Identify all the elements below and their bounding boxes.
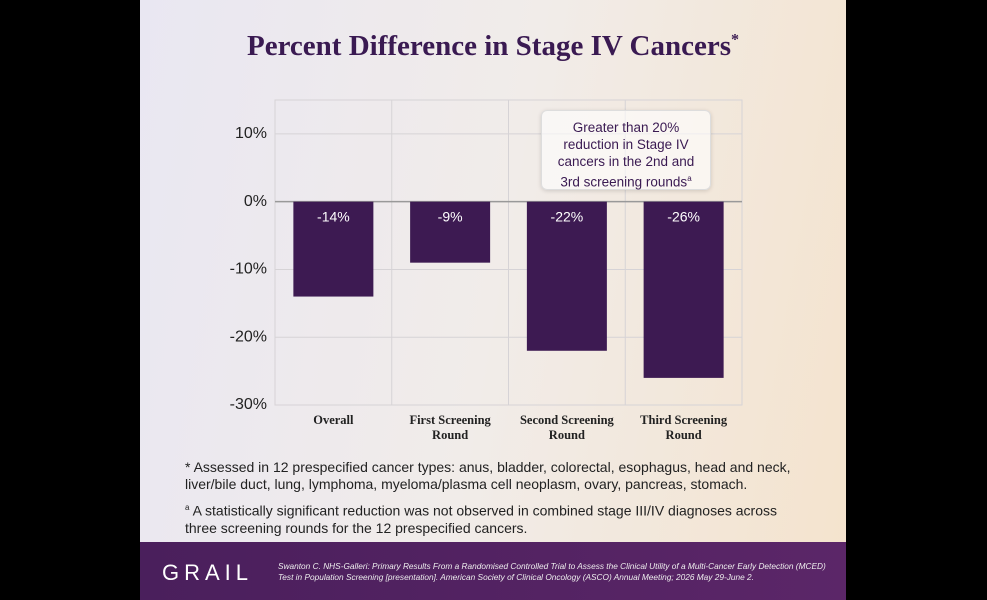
y-tick-label: -20% xyxy=(230,328,267,345)
bar xyxy=(293,201,374,297)
footnote: a A statistically significant reduction … xyxy=(185,499,805,537)
chart-title: Percent Difference in Stage IV Cancers xyxy=(246,30,731,62)
value-label: -26% xyxy=(667,208,700,224)
bar xyxy=(643,201,724,378)
footnote-mark: a xyxy=(185,503,190,512)
title-mark: * xyxy=(731,31,739,49)
y-tick-label: -30% xyxy=(230,396,267,413)
y-tick-label: 0% xyxy=(244,193,267,210)
x-tick-label: First Screening Round xyxy=(409,413,491,442)
value-label: -22% xyxy=(551,208,584,224)
slide: 10% 0% -10% -20% -30% -14% -9% -22% -26% Percent… xyxy=(140,0,846,600)
value-label: -9% xyxy=(438,208,463,224)
annotation: Greater than 20% reduction in Stage IV c… xyxy=(557,120,695,190)
footnote-text: A statistically significant reduction wa… xyxy=(185,502,777,536)
footnote-text: Assessed in 12 prespecified cancer types… xyxy=(185,459,791,492)
annotation-mark: a xyxy=(687,174,692,183)
y-tick-label: 10% xyxy=(235,125,267,142)
footnote-mark: * xyxy=(185,459,191,475)
x-tick-label: Overall xyxy=(313,413,354,427)
footer: GRAIL Swanton C. NHS-Galleri: Primary Re… xyxy=(140,542,846,600)
bar xyxy=(410,201,491,263)
annotation-box: Greater than 20% reduction in Stage IV c… xyxy=(541,110,711,190)
footnote: * Assessed in 12 prespecified cancer typ… xyxy=(185,459,805,493)
logo: GRAIL xyxy=(162,560,254,585)
chart: 10% 0% -10% -20% -30% -14% -9% -22% -26% xyxy=(230,99,743,413)
x-tick-label: Third Screening Round xyxy=(640,413,728,442)
chart-title-wrap: Percent Difference in Stage IV Cancers* xyxy=(140,30,846,63)
value-label: -14% xyxy=(317,208,350,224)
x-tick-label: Second Screening Round xyxy=(519,413,614,442)
citation: Swanton C. NHS-Galleri: Primary Results … xyxy=(278,561,826,582)
bar xyxy=(526,201,607,351)
y-tick-label: -10% xyxy=(230,261,267,278)
